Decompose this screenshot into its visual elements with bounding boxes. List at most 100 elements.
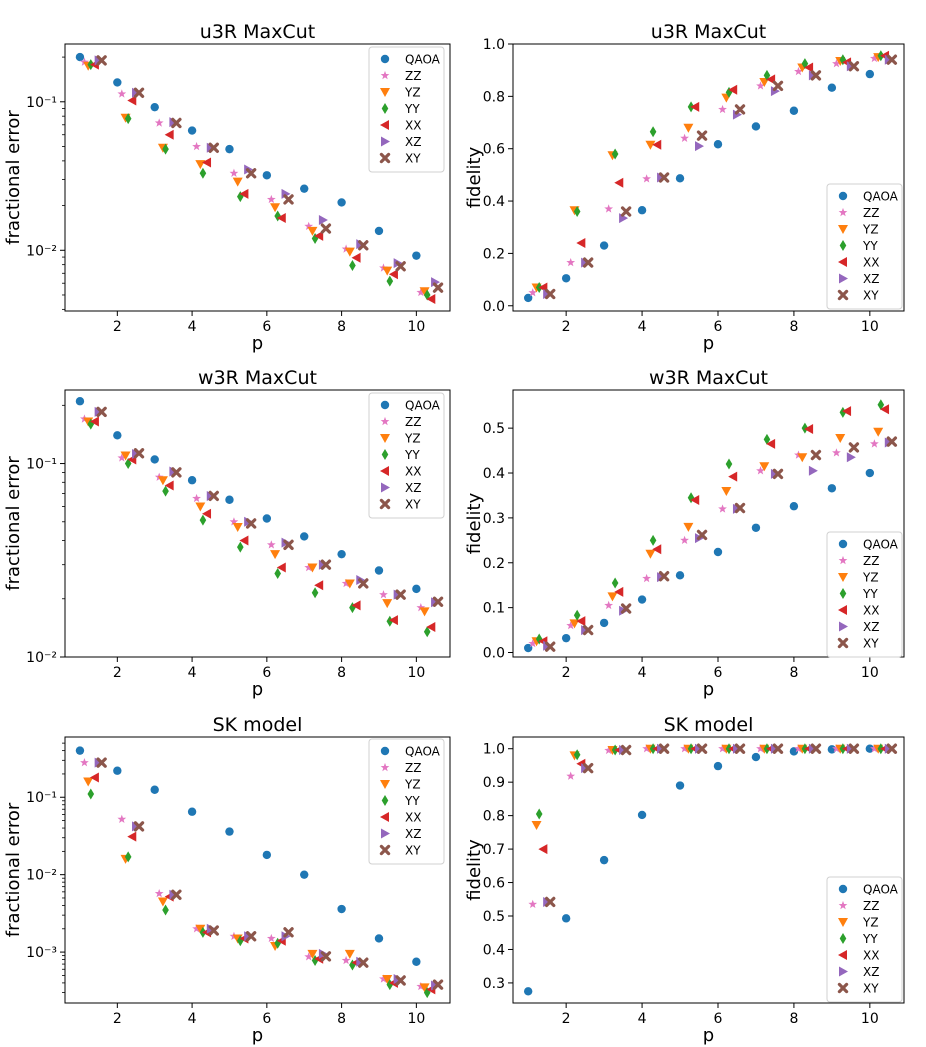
legend-marker — [380, 88, 390, 97]
chart-title: SK model — [664, 714, 754, 736]
data-point — [164, 129, 174, 140]
data-point — [162, 904, 169, 916]
x-tick-label: 2 — [562, 1011, 571, 1027]
data-point — [695, 141, 705, 152]
x-axis-label: p — [252, 333, 263, 354]
y-tick-label: 0.5 — [483, 909, 505, 925]
data-point — [344, 247, 355, 257]
data-point — [358, 240, 369, 251]
legend-marker — [839, 588, 847, 599]
data-point — [728, 471, 738, 482]
legend-label: YZ — [862, 571, 879, 585]
chart-bottom-right: SK model 2 4 6 8 10 0.3 0.4 0.5 0.6 0.7 0.8 0.9 1.0 p f… — [464, 714, 905, 1046]
data-point — [614, 586, 624, 597]
data-point — [395, 589, 406, 600]
data-point — [344, 579, 355, 589]
data-point — [846, 743, 856, 754]
data-point — [582, 257, 594, 268]
x-tick-label: 10 — [861, 319, 879, 335]
series-zz — [528, 53, 879, 297]
y-tick-label: 0.8 — [483, 89, 505, 105]
legend-marker — [839, 933, 847, 944]
data-point — [848, 743, 860, 754]
data-point — [349, 959, 356, 971]
data-point — [270, 203, 281, 213]
data-point — [388, 615, 398, 626]
data-point — [341, 578, 351, 588]
data-point — [320, 223, 332, 234]
data-point — [133, 87, 145, 98]
legend-label: XX — [405, 465, 421, 479]
data-point — [772, 743, 784, 754]
data-point — [187, 126, 197, 135]
x-tick-label: 2 — [113, 1011, 122, 1027]
data-point — [120, 451, 131, 461]
legend-entry-qaoa: QAOA — [380, 745, 441, 759]
chart-top-left: u3R MaxCut 2 4 6 8 10 10⁻² 10⁻¹ p fractional erro… — [3, 21, 451, 354]
data-point — [810, 449, 822, 461]
legend: QAOA ZZ YZ YY XX XZ XY — [826, 876, 903, 1003]
data-point — [759, 462, 770, 472]
legend-label: XX — [863, 949, 879, 963]
data-point — [87, 788, 95, 800]
legend-entry-xx: XX — [380, 465, 421, 479]
legend-label: QAOA — [863, 538, 899, 552]
data-point — [412, 251, 421, 260]
data-point — [199, 514, 207, 526]
data-point — [386, 615, 394, 627]
legend-entry-yy: YY — [381, 448, 420, 462]
legend-marker — [380, 746, 390, 756]
data-point — [523, 643, 533, 653]
data-point — [725, 458, 733, 470]
y-tick-label: 10⁻¹ — [26, 790, 57, 806]
data-point — [873, 427, 884, 437]
data-point — [810, 743, 822, 754]
legend-entry-xx: XX — [380, 119, 421, 133]
legend-entry-yy: YY — [839, 239, 878, 253]
legend-marker — [839, 621, 848, 632]
data-point — [531, 820, 542, 830]
data-point — [880, 404, 890, 415]
data-point — [423, 626, 431, 638]
data-point — [426, 293, 436, 304]
y-tick-label: 10⁻² — [26, 650, 57, 666]
y-axis-label: fidelity — [464, 839, 485, 901]
legend-entry-zz: ZZ — [380, 761, 421, 775]
data-point — [561, 274, 571, 283]
legend-entry-xy: XY — [379, 498, 421, 512]
data-point — [732, 743, 742, 754]
data-point — [133, 448, 145, 459]
data-point — [192, 141, 201, 151]
data-point — [274, 568, 281, 580]
y-tick-label: 0.4 — [483, 466, 505, 482]
data-point — [620, 603, 632, 614]
legend-marker — [838, 950, 847, 960]
legend-marker — [381, 103, 389, 114]
data-point — [386, 979, 394, 991]
data-point — [794, 66, 803, 76]
legend-entry-zz: ZZ — [838, 206, 879, 220]
data-point — [718, 744, 727, 753]
y-tick-label: 0.6 — [483, 142, 505, 158]
y-tick-label: 10⁻¹ — [26, 95, 57, 111]
x-tick-label: 10 — [861, 1011, 879, 1027]
legend-marker — [838, 257, 847, 267]
legend-label: XZ — [405, 481, 421, 495]
y-tick-label: 1.0 — [483, 742, 505, 758]
y-tick-label: 0.0 — [483, 646, 505, 662]
data-point — [154, 888, 164, 898]
legend-label: XX — [405, 811, 421, 825]
legend-entry-xz: XZ — [381, 135, 421, 149]
x-tick-label: 8 — [337, 1011, 346, 1027]
legend-label: XY — [405, 844, 421, 858]
data-point — [127, 831, 137, 842]
data-point — [576, 616, 586, 627]
data-point — [150, 785, 159, 794]
data-point — [80, 758, 89, 767]
legend-marker — [380, 780, 390, 789]
data-point — [124, 458, 132, 470]
y-tick-label: 1.0 — [483, 37, 505, 53]
legend-marker — [837, 637, 849, 649]
data-point — [581, 257, 591, 268]
